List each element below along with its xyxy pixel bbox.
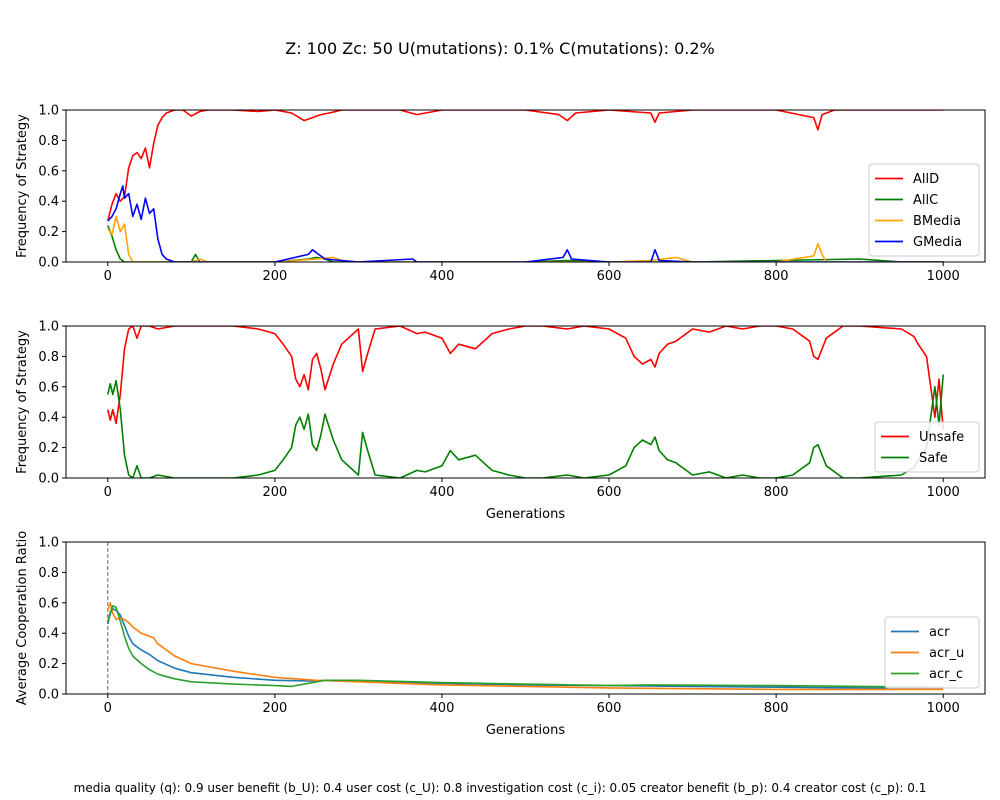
chart-0-legend-label-allc: AllC [913, 193, 938, 208]
chart-1-legend-box [874, 421, 980, 473]
chart-1-xtick-label: 1000 [927, 485, 960, 500]
chart-1-xtick-label: 800 [764, 485, 789, 500]
chart-2-xlabel: Generations [486, 723, 566, 738]
chart-0-legend-box [868, 163, 980, 257]
subplot-strategy-frequency: 0 200 400 600 800 1000 0.0 0.2 0.4 0.6 0.8 1.0 Frequ… [15, 104, 986, 284]
figure-footer: media quality (q): 0.9 user benefit (b_U… [74, 781, 927, 795]
chart-0-frame [65, 109, 986, 263]
chart-0-legend-label-alld: AllD [913, 172, 939, 187]
chart-0-xtick-label: 400 [430, 269, 455, 284]
chart-2-legend-box [884, 616, 980, 689]
chart-1-xlabel: Generations [486, 507, 566, 522]
chart-1-ytick-label: 0.6 [38, 380, 59, 395]
chart-0-ytick-label: 1.0 [38, 104, 59, 119]
chart-2-legend-label-acr_u: acr_u [929, 646, 964, 661]
chart-1-series-safe [107, 374, 944, 478]
chart-2-legend-label-acr_c: acr_c [929, 667, 963, 682]
chart-1-ytick-label: 0.4 [38, 411, 59, 426]
chart-0-ytick-label: 0.6 [38, 164, 59, 179]
chart-2-ylabel: Average Cooperation Ratio [15, 531, 30, 706]
chart-2-ytick-label: 0.4 [38, 627, 59, 642]
chart-0-legend: AllD AllC BMedia GMedia [868, 163, 980, 257]
chart-1-legend-label-safe: Safe [919, 451, 948, 466]
figure-suptitle: Z: 100 Zc: 50 U(mutations): 0.1% C(mutat… [285, 39, 715, 58]
chart-0-xtick-label: 800 [764, 269, 789, 284]
chart-2-series-acr [107, 608, 944, 690]
chart-2-ytick-label: 0.6 [38, 596, 59, 611]
chart-2-ytick-label: 0.8 [38, 566, 59, 581]
chart-2-ytick-label: 0.2 [38, 657, 59, 672]
chart-0-xtick-label: 600 [597, 269, 622, 284]
chart-2-ytick-label: 0.0 [38, 688, 59, 703]
chart-0-legend-label-gmedia: GMedia [913, 235, 962, 250]
chart-0-xtick-label: 200 [262, 269, 287, 284]
chart-0-series-alld [107, 110, 944, 222]
chart-2-series-acr_c [107, 605, 944, 688]
chart-0-ytick-label: 0.4 [38, 195, 59, 210]
chart-1-xtick-label: 400 [430, 485, 455, 500]
chart-1-ytick-label: 0.8 [38, 350, 59, 365]
chart-2-ytick-label: 1.0 [38, 536, 59, 551]
chart-1-ylabel: Frequency of Strategy [15, 330, 30, 474]
chart-2-legend-label-acr: acr [929, 625, 950, 640]
chart-1-legend: Unsafe Safe [874, 421, 980, 473]
chart-1-frame [65, 325, 986, 479]
chart-0-xtick-label: 0 [104, 269, 112, 284]
chart-2-xtick-label: 400 [430, 701, 455, 716]
chart-1-ytick-label: 0.0 [38, 472, 59, 487]
chart-1-series-unsafe [107, 326, 944, 430]
chart-2-xtick-label: 1000 [927, 701, 960, 716]
subplot-cooperation-ratio: 0 200 400 600 800 1000 0.0 0.2 0.4 0.6 0.8 1.0 Gener… [15, 531, 986, 738]
chart-2-xtick-label: 600 [597, 701, 622, 716]
chart-1-ytick-label: 1.0 [38, 320, 59, 335]
chart-2-xtick-label: 0 [104, 701, 112, 716]
subplot-safety-frequency: 0 200 400 600 800 1000 0.0 0.2 0.4 0.6 0.8 1.0 Gener… [15, 320, 986, 522]
chart-0-series-bmedia [107, 215, 944, 262]
chart-2-xtick-label: 800 [764, 701, 789, 716]
chart-0-ytick-label: 0.2 [38, 225, 59, 240]
chart-1-legend-label-unsafe: Unsafe [919, 430, 964, 445]
chart-1-xtick-label: 600 [597, 485, 622, 500]
chart-0-ytick-label: 0.8 [38, 134, 59, 149]
chart-2-xtick-label: 200 [262, 701, 287, 716]
chart-0-ylabel: Frequency of Strategy [15, 114, 30, 258]
chart-0-xtick-label: 1000 [927, 269, 960, 284]
chart-2-frame [65, 541, 986, 695]
chart-2-series-acr_u [107, 602, 944, 691]
chart-0-series-gmedia [107, 185, 944, 262]
chart-2-legend: acr acr_u acr_c [884, 616, 980, 689]
chart-0-legend-label-bmedia: BMedia [913, 214, 961, 229]
chart-1-xtick-label: 200 [262, 485, 287, 500]
chart-0-ytick-label: 0.0 [38, 256, 59, 271]
chart-1-xtick-label: 0 [104, 485, 112, 500]
chart-1-ytick-label: 0.2 [38, 441, 59, 456]
